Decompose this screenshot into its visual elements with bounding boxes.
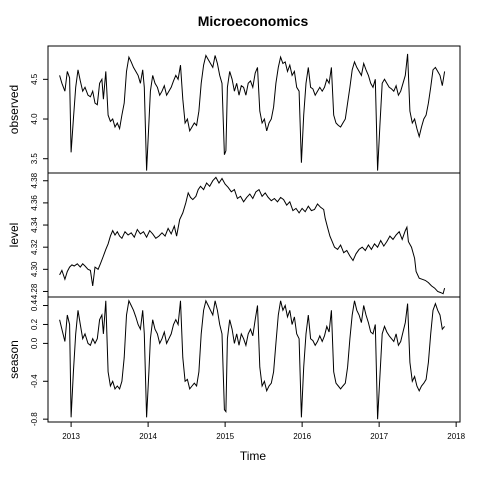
series-line-level bbox=[59, 176, 446, 295]
y-axis-label: season bbox=[7, 340, 21, 379]
y-tick-label: 0.4 bbox=[30, 299, 39, 311]
panel-level: 4.28 4.30 4.32 4.34 4.36 4.38 level bbox=[7, 172, 461, 299]
y-tick-label: 4.0 bbox=[30, 113, 39, 125]
series-line-season bbox=[59, 299, 445, 420]
y-tick-label: 4.38 bbox=[30, 172, 39, 188]
y-tick-label: 4.30 bbox=[30, 261, 39, 277]
y-tick-label: 4.36 bbox=[30, 195, 39, 211]
y-tick-label: 4.34 bbox=[30, 217, 39, 233]
y-tick-label: -0.8 bbox=[30, 412, 39, 426]
series-line-observed bbox=[59, 53, 446, 171]
x-axis: 2013 2014 2015 2016 2017 2018 bbox=[62, 422, 466, 441]
x-axis-label: Time bbox=[240, 449, 267, 463]
y-tick-label: 3.5 bbox=[30, 153, 39, 165]
panel-season: -0.8 -0.4 0.0 0.2 0.4 season bbox=[7, 296, 461, 426]
x-tick-label: 2014 bbox=[139, 432, 157, 441]
x-tick-label: 2018 bbox=[447, 432, 465, 441]
x-tick-label: 2013 bbox=[62, 432, 80, 441]
y-axis-label: level bbox=[7, 223, 21, 248]
y-tick-label: 0.2 bbox=[30, 318, 39, 330]
y-tick-label: 4.5 bbox=[30, 73, 39, 85]
y-tick-label: 0.0 bbox=[30, 337, 39, 349]
y-tick-label: 4.28 bbox=[30, 283, 39, 299]
x-tick-label: 2016 bbox=[293, 432, 311, 441]
panel-frame bbox=[47, 296, 461, 423]
y-tick-label: -0.4 bbox=[30, 374, 39, 388]
chart-title: Microeconomics bbox=[198, 13, 309, 29]
y-tick-label: 4.32 bbox=[30, 239, 39, 255]
panels: 3.5 4.0 4.5 observed 4.28 4.30 4.32 4.34 4.36 4.3… bbox=[7, 45, 461, 426]
x-tick-label: 2017 bbox=[370, 432, 388, 441]
x-tick-label: 2015 bbox=[216, 432, 234, 441]
y-axis-label: observed bbox=[7, 85, 21, 134]
